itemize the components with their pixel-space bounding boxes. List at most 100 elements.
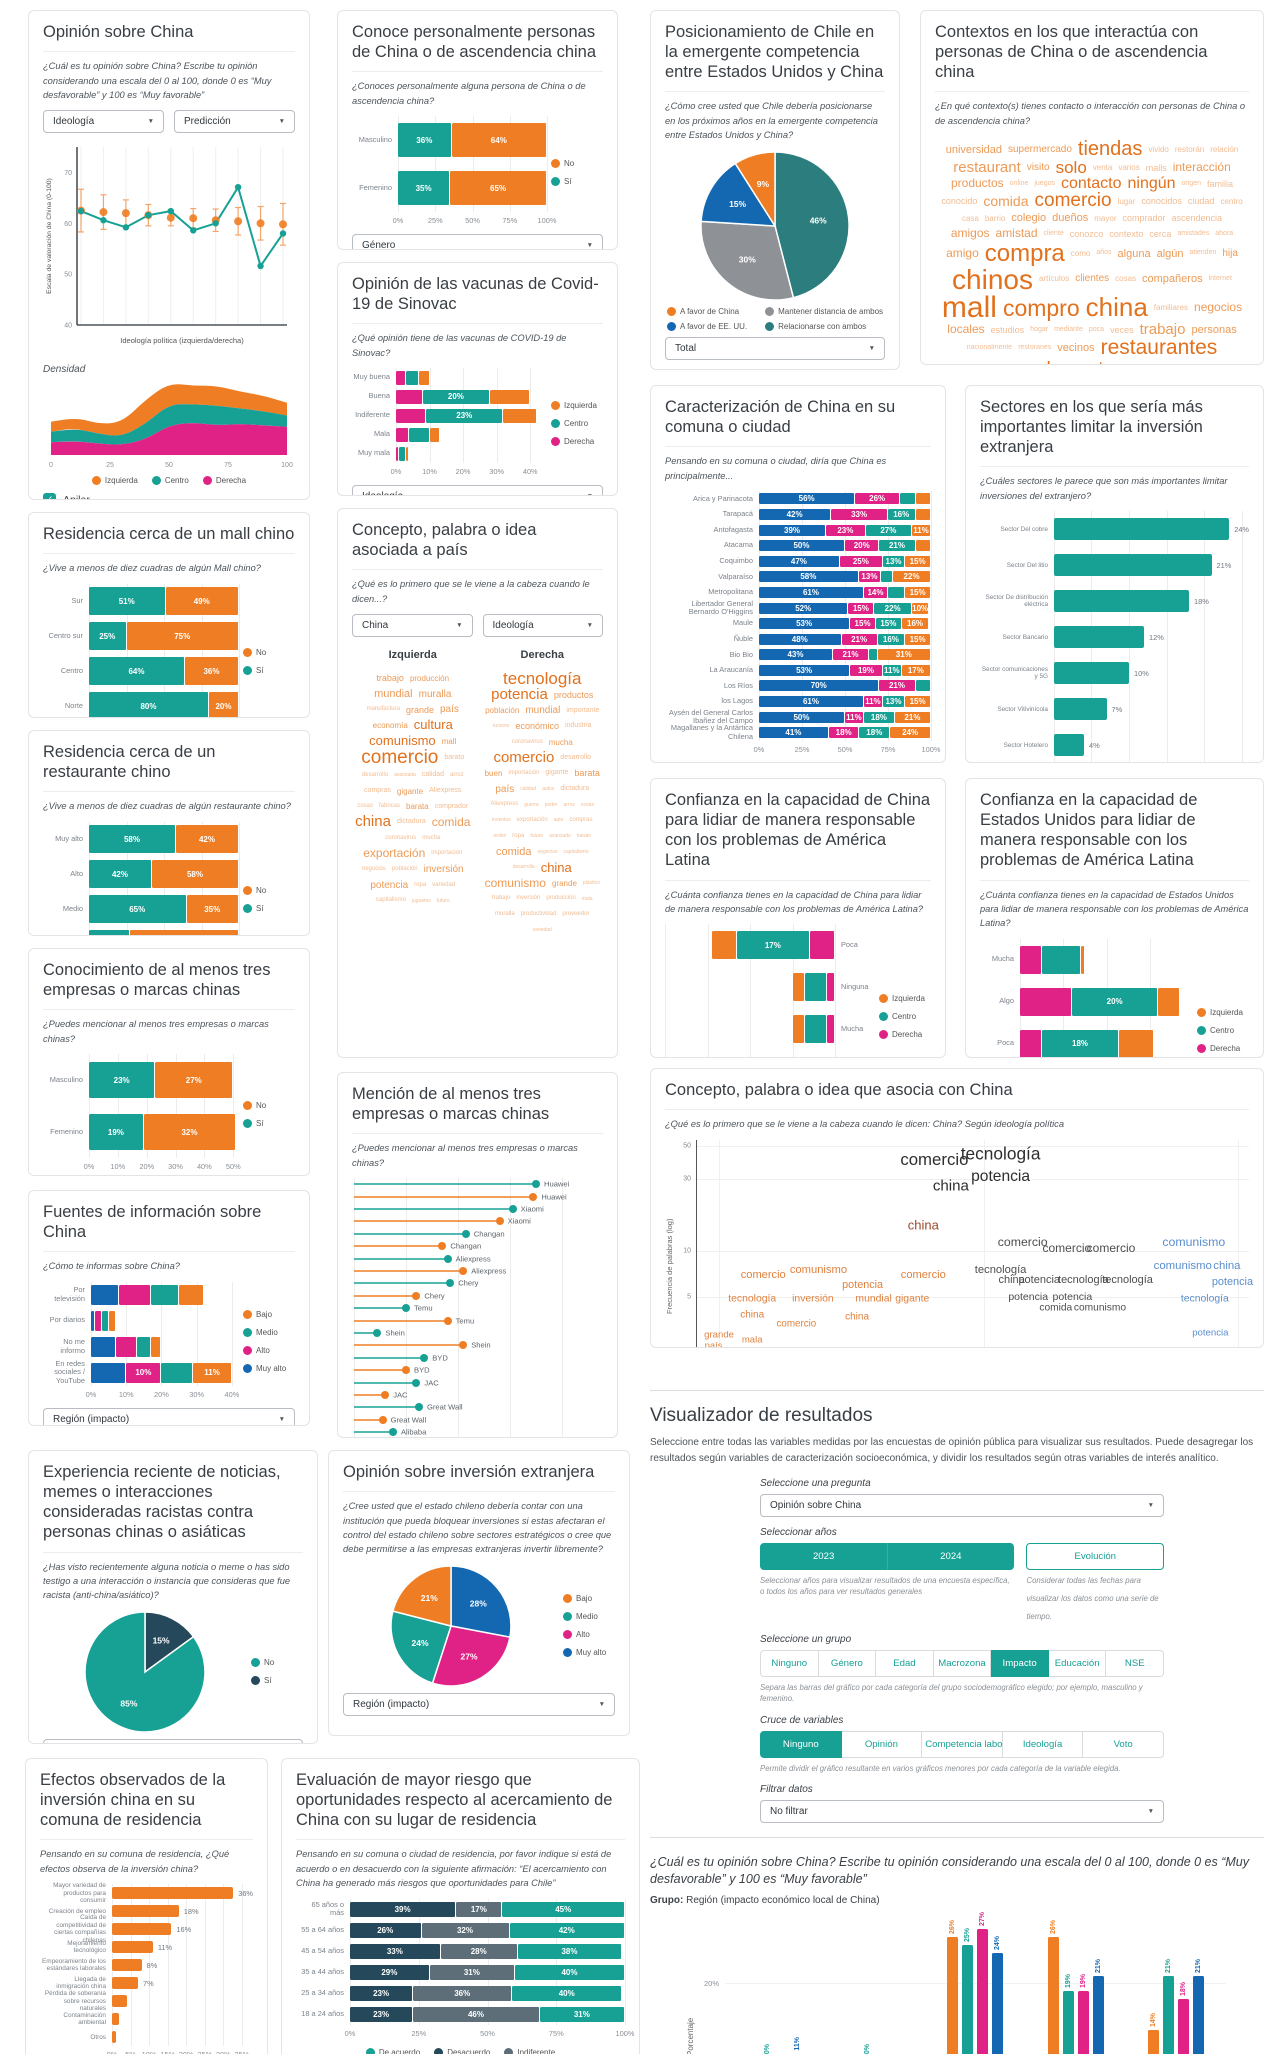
option-button[interactable]: Edad <box>876 1650 934 1677</box>
word: gigante <box>396 786 424 796</box>
bar-value-label: 40% <box>561 1967 578 1977</box>
bar-value-label: 31% <box>573 2009 590 2019</box>
ideologia-select[interactable]: Ideología▼ <box>43 110 164 134</box>
card-subtitle: Pensando en su comuna o ciudad, diría qu… <box>665 456 887 481</box>
legend-item: Izquierda <box>91 476 138 486</box>
row-label: Creación de empleo <box>48 1907 106 1915</box>
region-impacto-select[interactable]: Región (impacto) ▼ <box>343 1692 615 1716</box>
legend-item: Alto <box>243 1346 270 1356</box>
option-button[interactable]: Opinión <box>841 1730 923 1758</box>
region-impacto-select[interactable]: Región (impacto) ▼ <box>43 1407 295 1425</box>
legend-item: Muy alto <box>563 1648 606 1658</box>
card-conoce-personalmente: Conoce personalmente personas de China o… <box>337 10 618 250</box>
divider <box>650 1836 1264 1838</box>
option-button[interactable]: Ninguno <box>760 1730 842 1758</box>
bar-row: 27%73% <box>89 927 239 935</box>
option-button[interactable]: Género <box>818 1650 877 1677</box>
bar <box>1054 518 1230 541</box>
gridline <box>697 1296 1249 1298</box>
card-subtitle: ¿Qué es lo primero que se le viene a la … <box>665 1119 1064 1130</box>
controls: Seleccione una pregunta Opinión sobre Ch… <box>760 1478 1165 1823</box>
legend-dot <box>202 476 212 486</box>
legend-dot <box>251 1658 260 1668</box>
evolucion-button[interactable]: Evolución <box>1026 1543 1164 1570</box>
bar-segment: 11% <box>882 664 902 676</box>
genero-select[interactable]: Género ▼ <box>352 234 603 249</box>
legend-label: Muy alto <box>256 1364 287 1374</box>
dot <box>402 1304 410 1313</box>
legend-item: Centro <box>551 419 588 429</box>
option-button[interactable]: NSE <box>1106 1650 1165 1677</box>
word: china <box>355 813 391 831</box>
bar-segment: 13% <box>882 555 906 567</box>
option-button[interactable]: Voto <box>1083 1730 1164 1758</box>
word: solamente <box>1026 360 1114 364</box>
question-select[interactable]: Opinión sobre China ▼ <box>760 1494 1164 1517</box>
stacked-bar-chart: Sur Centro sur Centro Norte 51% 49% 25% 75% 64% 3… <box>43 583 240 717</box>
bar-segment <box>91 1362 127 1383</box>
option-button[interactable]: 2023 <box>760 1543 888 1570</box>
posicionamiento-pie-chart: 46% 30% 15% 9% <box>665 150 885 301</box>
option-button[interactable]: Impacto <box>991 1650 1049 1677</box>
word: mundial <box>525 705 561 717</box>
pie-svg: 46% 30% 15% 9% <box>700 150 850 301</box>
word: coronavirus <box>385 834 417 841</box>
bar-value-label: 42% <box>558 1925 575 1935</box>
bar-segment <box>792 973 806 1002</box>
word: online <box>1009 179 1029 187</box>
density-label: Densidad <box>43 364 86 376</box>
axis-tick: 10% <box>422 467 437 477</box>
prediccion-select[interactable]: Predicción ▼ <box>174 110 295 134</box>
gridline <box>697 1145 1249 1147</box>
legend-dot <box>243 904 252 914</box>
china-select[interactable]: China ▼ <box>352 614 473 638</box>
option-button[interactable]: Ninguno <box>760 1650 819 1677</box>
bar-chart: Sector Del cobre Sector Del litio Sector D… <box>980 511 1249 762</box>
bar-segment <box>1020 987 1072 1016</box>
bar-segment: 16% <box>887 508 916 520</box>
row-label: Empeoramiento de los estándares laborale… <box>42 1957 106 1973</box>
word: potencia <box>491 686 548 704</box>
bar-value-label: 21% <box>1194 1958 1202 1973</box>
option-button[interactable]: Competencia laboral <box>922 1730 1003 1758</box>
legend-label: Centro <box>164 476 189 486</box>
option-button[interactable]: Ideología <box>1002 1730 1084 1758</box>
legend-label: Sí <box>564 176 572 186</box>
bar-value-label: 32% <box>456 1925 473 1935</box>
total-select[interactable]: Total▼ <box>43 1738 303 1743</box>
legend-item: Mantener distancia de ambos <box>765 306 883 316</box>
bar-value-label: 21% <box>1094 1958 1102 1973</box>
bar-wrap: 21% <box>1092 1958 1104 2054</box>
gridline <box>204 1054 206 1159</box>
card-subtitle: ¿Qué opinión tiene de las vacunas de COV… <box>352 333 567 358</box>
bar-segment <box>826 1015 835 1044</box>
option-button[interactable]: 2024 <box>887 1543 1015 1570</box>
option-button[interactable]: Macrozona <box>933 1650 992 1677</box>
bar-value-label: 58% <box>186 869 203 879</box>
axis-tick: 40% <box>522 467 538 477</box>
ideologia-select[interactable]: Ideología▼ <box>352 485 603 495</box>
word: amigos <box>950 226 990 241</box>
word: desarrollo <box>560 753 592 761</box>
word: china <box>932 1177 969 1195</box>
bar-value-label: 21% <box>888 541 905 551</box>
row-label: No me informo <box>60 1337 85 1355</box>
bar-value-label: 15% <box>852 603 869 613</box>
total-select[interactable]: Total▼ <box>665 336 885 360</box>
plot-area: 58% 42% 42% 58% 65% 35% 27%73% <box>89 821 240 935</box>
y-tick: 30 <box>683 1175 691 1183</box>
bar-segment: 32% <box>143 1114 237 1151</box>
line-svg: 40 50 60 70 Ideología política (izquierda/de… <box>46 147 287 345</box>
word: comprador <box>1122 213 1166 224</box>
word: centro <box>1220 196 1243 206</box>
pie-slice <box>450 1564 512 1638</box>
word: avanzado <box>549 833 571 840</box>
filter-select[interactable]: No filtrar ▼ <box>760 1799 1164 1823</box>
ideologia-select[interactable]: Ideología▼ <box>482 614 603 638</box>
bar-value-label: 11% <box>883 665 900 675</box>
legend-item: No <box>251 1658 274 1668</box>
x-axis: 0% 10% 20% 30% 40% <box>391 467 547 479</box>
option-button[interactable]: Educación <box>1048 1650 1107 1677</box>
y-tick: 10 <box>683 1247 691 1255</box>
apilar-checkbox[interactable]: ✓ Apilar <box>43 493 295 499</box>
